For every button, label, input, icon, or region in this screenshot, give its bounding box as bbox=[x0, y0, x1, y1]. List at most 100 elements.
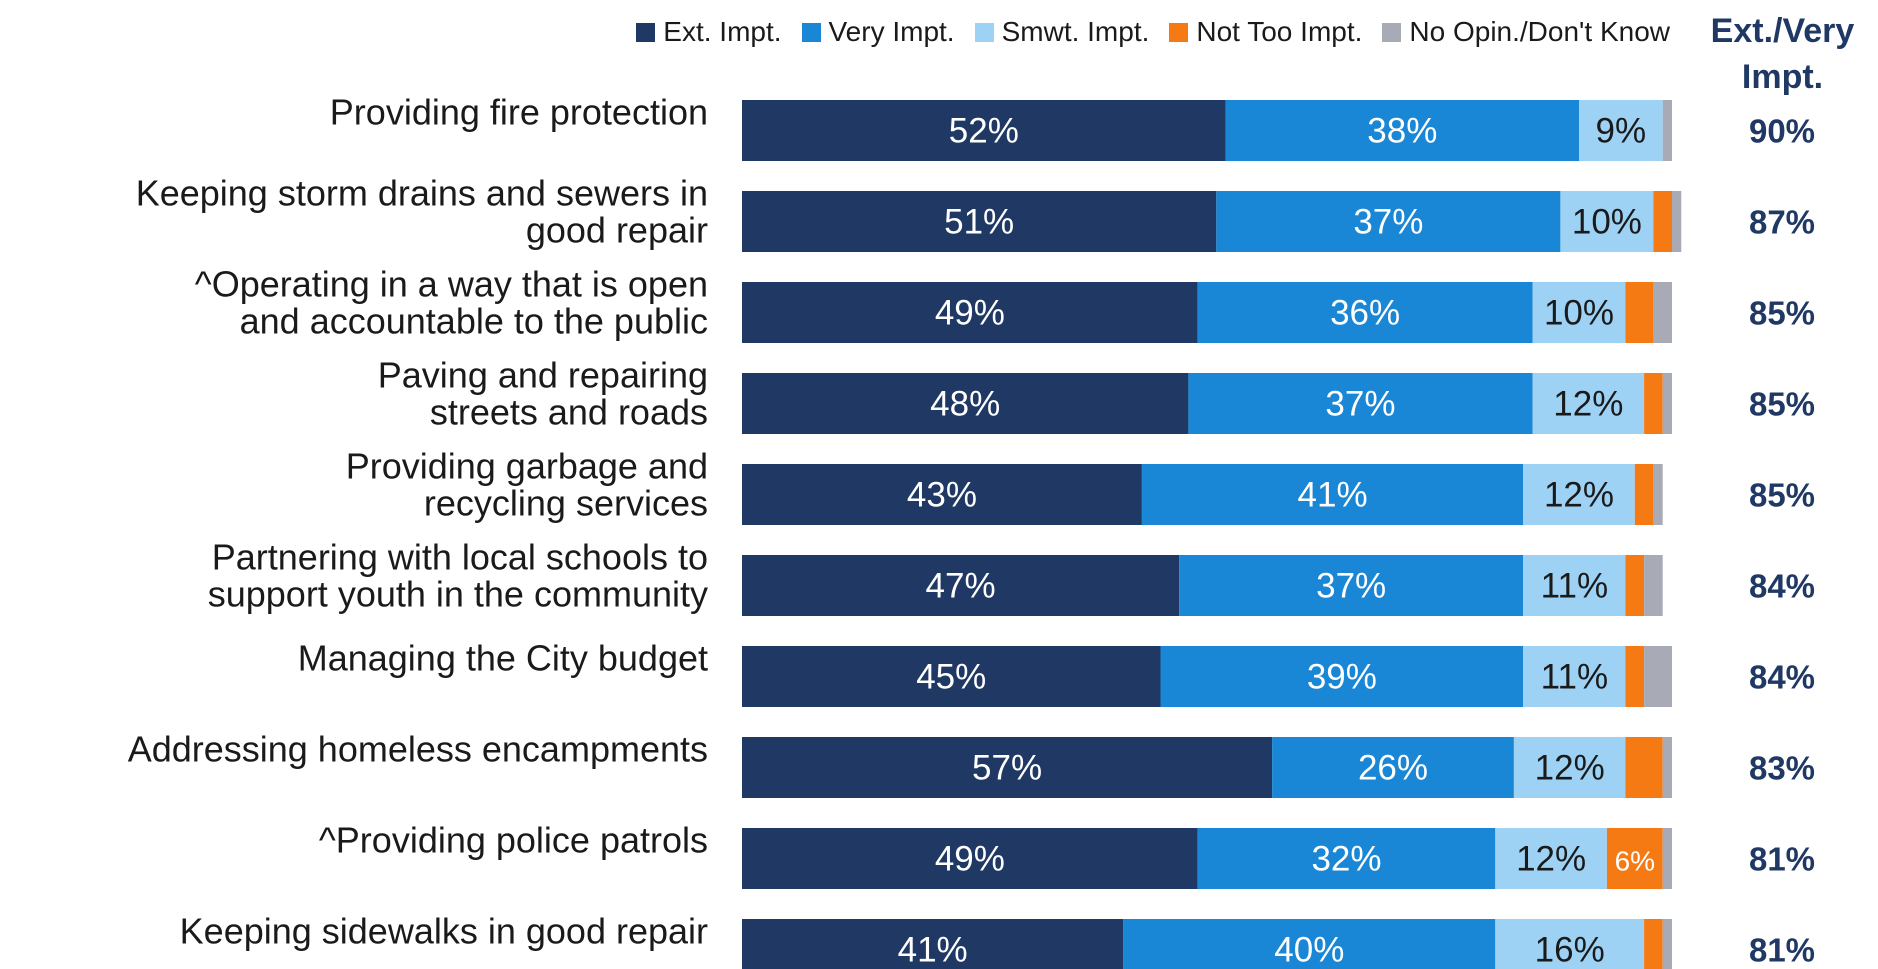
data-label: 11% bbox=[1541, 567, 1608, 606]
data-label: 48% bbox=[930, 385, 1000, 424]
bar-segment bbox=[1523, 555, 1626, 616]
bar-segment bbox=[1523, 464, 1635, 525]
bar-segment bbox=[1532, 373, 1645, 434]
legend-item: Very Impt. bbox=[801, 16, 955, 48]
category-label: Keeping sidewalks in good repair bbox=[180, 911, 708, 952]
category-label: ^Operating in a way that is open and acco… bbox=[195, 264, 708, 342]
bar-segment bbox=[1662, 919, 1672, 969]
bar-segment bbox=[742, 646, 1161, 707]
bar-segment bbox=[1188, 373, 1533, 434]
data-label: 12% bbox=[1535, 749, 1605, 788]
total-label: 81% bbox=[1749, 841, 1815, 878]
total-label: 90% bbox=[1749, 113, 1815, 150]
total-label: 84% bbox=[1749, 568, 1815, 605]
category-label: Providing garbage and recycling services bbox=[346, 446, 708, 524]
bar-segment bbox=[1662, 737, 1672, 798]
bar-segment bbox=[742, 464, 1142, 525]
total-label: 87% bbox=[1749, 204, 1815, 241]
data-label: 39% bbox=[1307, 658, 1377, 697]
total-label: 81% bbox=[1749, 932, 1815, 969]
bar-segment bbox=[1179, 555, 1524, 616]
bar-segment bbox=[1672, 191, 1682, 252]
bar-segment bbox=[1606, 828, 1663, 889]
bar-segment bbox=[1216, 191, 1561, 252]
bar-segment bbox=[742, 828, 1198, 889]
data-label: 12% bbox=[1553, 385, 1623, 424]
bar-segment bbox=[1653, 191, 1672, 252]
data-label: 11% bbox=[1541, 658, 1608, 697]
bar-segment bbox=[742, 919, 1124, 969]
totals-header-line-1: Ext./Very bbox=[1710, 12, 1855, 50]
bar-segment bbox=[1579, 100, 1663, 161]
data-label: 36% bbox=[1330, 294, 1400, 333]
data-label: 49% bbox=[935, 840, 1005, 879]
bar-segment bbox=[1495, 828, 1607, 889]
legend-swatch bbox=[1382, 22, 1402, 42]
bar-segment bbox=[1625, 555, 1645, 616]
legend-label: Very Impt. bbox=[828, 16, 955, 47]
bar-segment bbox=[1662, 373, 1672, 434]
legend-label: No Opin./Don't Know bbox=[1409, 16, 1670, 47]
totals-header-line-2: Impt. bbox=[1741, 58, 1824, 96]
bar-segment bbox=[1644, 919, 1663, 969]
category-label: Partnering with local schools to support … bbox=[208, 537, 708, 615]
data-label: 37% bbox=[1325, 385, 1395, 424]
bar-segment bbox=[1653, 282, 1672, 343]
bar-segment bbox=[742, 737, 1273, 798]
legend-label: Smwt. Impt. bbox=[1001, 16, 1150, 47]
legend-swatch bbox=[974, 22, 994, 42]
data-label: 16% bbox=[1535, 931, 1605, 969]
category-label: Addressing homeless encampments bbox=[128, 729, 708, 770]
bar-segment bbox=[1644, 373, 1663, 434]
total-label: 85% bbox=[1749, 295, 1815, 332]
data-label: 38% bbox=[1367, 112, 1437, 151]
data-label: 37% bbox=[1316, 567, 1386, 606]
bar-segment bbox=[742, 282, 1198, 343]
bar-segment bbox=[1495, 919, 1645, 969]
data-label: 26% bbox=[1358, 749, 1428, 788]
bar-segment bbox=[742, 555, 1180, 616]
bar-segment bbox=[742, 373, 1189, 434]
bar-segment bbox=[1160, 646, 1524, 707]
data-label: 52% bbox=[949, 112, 1019, 151]
bar-segment bbox=[1225, 100, 1579, 161]
bar-segment bbox=[1123, 919, 1496, 969]
data-label: 49% bbox=[935, 294, 1005, 333]
legend-swatch bbox=[1169, 22, 1189, 42]
data-label: 41% bbox=[1298, 476, 1368, 515]
bar-segment bbox=[1197, 828, 1496, 889]
total-label: 84% bbox=[1749, 659, 1815, 696]
bar-segment bbox=[742, 191, 1217, 252]
legend-swatch bbox=[801, 22, 821, 42]
bar-segment bbox=[1662, 828, 1672, 889]
bar-segment bbox=[1625, 282, 1654, 343]
bar-segment bbox=[1644, 646, 1672, 707]
bar-segment bbox=[742, 100, 1226, 161]
data-label: 51% bbox=[944, 203, 1014, 242]
data-label: 10% bbox=[1572, 203, 1642, 242]
total-label: 85% bbox=[1749, 477, 1815, 514]
total-label: 83% bbox=[1749, 750, 1815, 787]
bar-segment bbox=[1532, 282, 1626, 343]
legend-item: Not Too Impt. bbox=[1169, 16, 1362, 48]
bar-segment bbox=[1272, 737, 1514, 798]
bar-segment bbox=[1513, 737, 1626, 798]
data-label: 10% bbox=[1544, 294, 1614, 333]
legend-label: Ext. Impt. bbox=[663, 16, 782, 47]
category-label: Providing fire protection bbox=[330, 92, 708, 133]
totals-column-header: Ext./Very Impt. bbox=[1690, 8, 1875, 100]
data-label: 12% bbox=[1544, 476, 1614, 515]
data-label: 41% bbox=[898, 931, 968, 969]
bar-segment bbox=[1625, 737, 1663, 798]
data-label: 32% bbox=[1311, 840, 1381, 879]
legend-label: Not Too Impt. bbox=[1196, 16, 1363, 47]
legend-item: Smwt. Impt. bbox=[974, 16, 1150, 48]
category-label: Paving and repairing streets and roads bbox=[378, 355, 708, 433]
bar-segment bbox=[1634, 464, 1654, 525]
total-label: 85% bbox=[1749, 386, 1815, 423]
bar-segment bbox=[1141, 464, 1524, 525]
category-label: Keeping storm drains and sewers in good r… bbox=[136, 173, 708, 251]
data-label: 47% bbox=[926, 567, 996, 606]
legend-item: Ext. Impt. bbox=[636, 16, 782, 48]
bar-segment bbox=[1625, 646, 1645, 707]
